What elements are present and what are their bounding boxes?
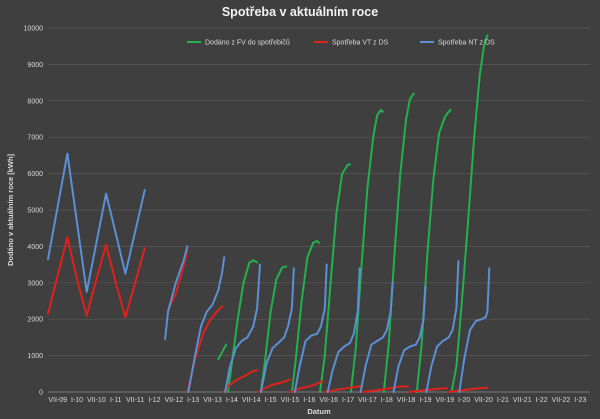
- series-line-segment: [47, 152, 146, 293]
- series-line-segment: [222, 369, 259, 393]
- series-line-segment: [322, 385, 363, 393]
- chart-title: Spotřeba v aktuálním roce: [221, 5, 379, 19]
- series-line-segment: [326, 267, 361, 393]
- x-tick-label: VII-18: [397, 397, 416, 404]
- series-line-segment: [359, 281, 394, 393]
- series-line-segment: [319, 163, 351, 393]
- x-tick-label: VII-12: [164, 397, 183, 404]
- x-tick-label: VII-13: [203, 397, 222, 404]
- series-2: [47, 236, 489, 393]
- x-tick-label: I-14: [226, 397, 238, 404]
- y-tick-label: 6000: [27, 171, 43, 178]
- x-tick-label: VII-11: [126, 397, 144, 404]
- series-line-segment: [408, 387, 448, 393]
- x-tick-label: I-19: [419, 397, 431, 404]
- x-tick-label: I-23: [574, 397, 586, 404]
- series-line-segment: [450, 34, 489, 393]
- series-line-segment: [392, 285, 427, 393]
- x-tick-label: VII-20: [474, 397, 493, 404]
- series-line-segment: [425, 260, 460, 393]
- series-line-segment: [167, 249, 189, 312]
- gridlines: [48, 27, 590, 393]
- series-line-segment: [259, 265, 288, 393]
- series-line-segment: [290, 239, 320, 393]
- series-line-segment: [382, 92, 415, 393]
- y-tick-label: 9000: [27, 62, 43, 69]
- series-line-segment: [47, 236, 146, 319]
- x-tick-label: I-11: [110, 397, 122, 404]
- legend-label: Dodáno z FV do spotřebičů: [205, 39, 290, 47]
- legend-label: Spotřeba VT z DS: [332, 40, 389, 47]
- x-axis-title: Datum: [307, 407, 331, 416]
- x-tick-label: VII-16: [319, 397, 338, 404]
- y-tick-label: 1000: [27, 353, 43, 360]
- x-tick-label: VII-22: [552, 397, 571, 404]
- series-line-segment: [259, 267, 295, 393]
- series-line-segment: [224, 263, 261, 393]
- legend: Dodáno z FV do spotřebičů Spotřeba VT z D…: [187, 39, 495, 47]
- series-line-segment: [361, 385, 409, 393]
- x-tick-label: I-10: [71, 397, 83, 404]
- legend-label: Spotřeba NT z DS: [438, 40, 495, 47]
- x-tick-label: VII-10: [87, 397, 106, 404]
- x-tick-label: I-21: [497, 397, 509, 404]
- x-tick-label: VII-14: [242, 397, 261, 404]
- series-3: [47, 152, 491, 393]
- x-tick-label: VII-15: [281, 397, 300, 404]
- x-tick-label: I-15: [265, 397, 277, 404]
- y-axis-title: Dodáno v aktuálním roce [kWh]: [6, 153, 15, 266]
- y-tick-label: 3000: [27, 280, 43, 287]
- series-line-segment: [415, 108, 452, 393]
- series-line-segment: [458, 267, 491, 393]
- series-line-segment: [349, 108, 384, 393]
- y-tick-label: 8000: [27, 98, 43, 105]
- y-tick-label: 0: [39, 390, 43, 397]
- series-line-segment: [164, 245, 189, 341]
- x-tick-label: I-18: [381, 397, 393, 404]
- series-line-segment: [217, 343, 228, 361]
- series-line-segment: [187, 256, 226, 393]
- axes: 0 1000 2000 3000 4000 5000 6000 7000 8000 9000 100…: [24, 26, 587, 405]
- x-tick-label: VII-09: [48, 397, 67, 404]
- series-1: [217, 34, 489, 393]
- y-tick-label: 5000: [27, 208, 43, 215]
- series-line-segment: [289, 380, 324, 393]
- series-lines: [47, 34, 491, 393]
- series-line-segment: [293, 263, 328, 393]
- series-line-segment: [446, 386, 489, 393]
- x-tick-label: I-20: [458, 397, 470, 404]
- x-tick-label: VII-21: [513, 397, 532, 404]
- series-line-segment: [257, 378, 291, 393]
- y-tick-label: 7000: [27, 135, 43, 142]
- x-tick-label: I-13: [187, 397, 199, 404]
- x-tick-label: I-17: [342, 397, 354, 404]
- x-tick-label: VII-19: [435, 397, 454, 404]
- y-tick-label: 10000: [24, 26, 44, 33]
- y-tick-label: 2000: [27, 317, 43, 324]
- x-tick-label: I-22: [536, 397, 548, 404]
- x-tick-label: I-12: [148, 397, 160, 404]
- y-tick-label: 4000: [27, 244, 43, 251]
- x-tick-label: VII-17: [358, 397, 377, 404]
- x-tick-label: I-16: [303, 397, 315, 404]
